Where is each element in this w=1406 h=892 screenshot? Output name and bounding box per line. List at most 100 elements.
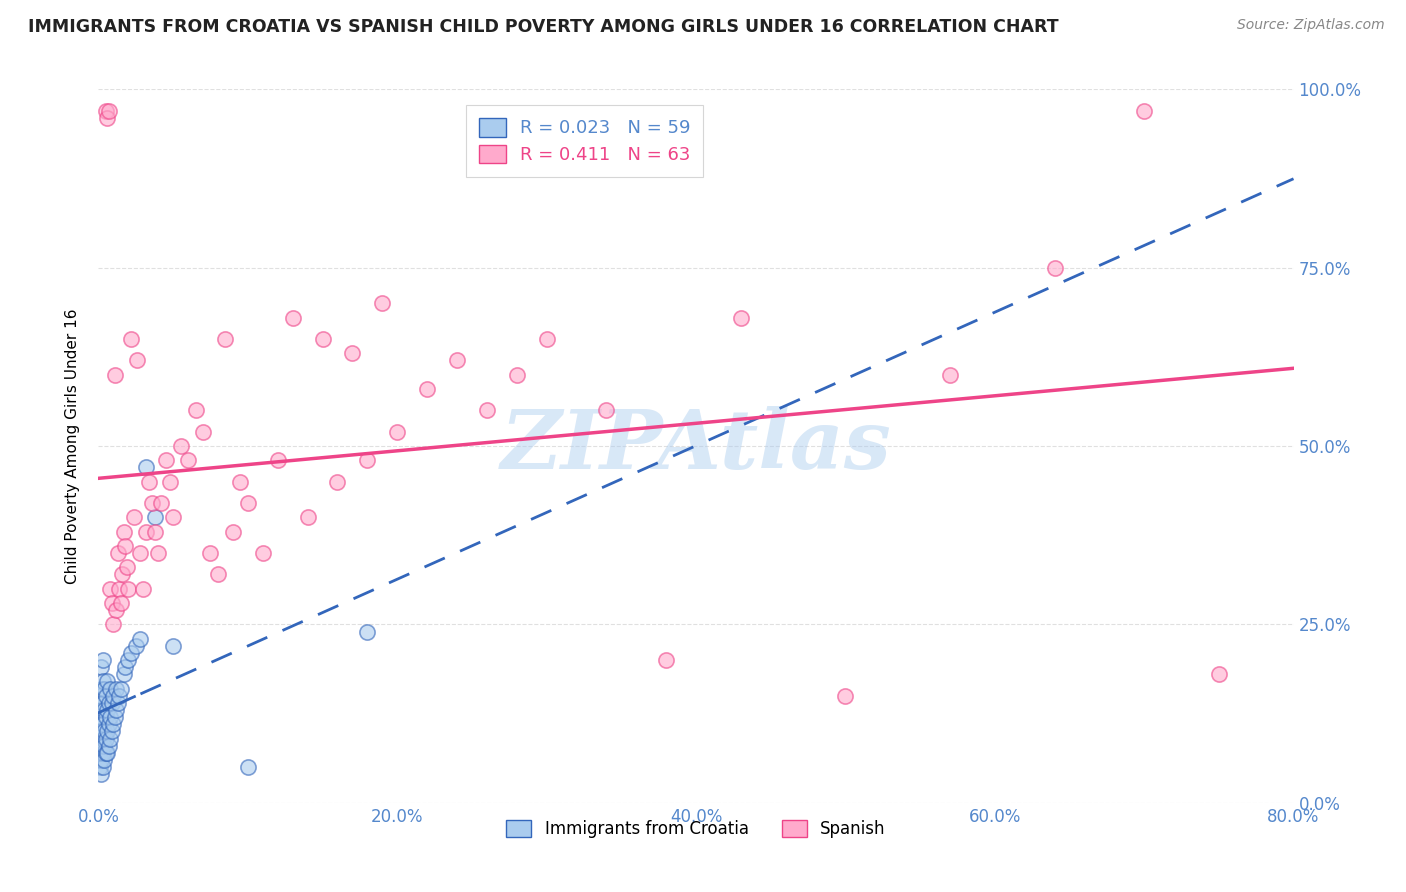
Point <box>155 453 177 467</box>
Point <box>281 310 304 325</box>
Point <box>110 681 132 696</box>
Point <box>222 524 245 539</box>
Point <box>94 103 117 118</box>
Point <box>111 567 134 582</box>
Point <box>129 632 152 646</box>
Point <box>141 496 163 510</box>
Point <box>90 753 112 767</box>
Point <box>96 111 118 125</box>
Point <box>326 475 349 489</box>
Point <box>229 475 252 489</box>
Point <box>107 546 129 560</box>
Point <box>105 681 128 696</box>
Point <box>94 731 117 746</box>
Point <box>536 332 558 346</box>
Point <box>135 524 157 539</box>
Point <box>96 724 118 739</box>
Point <box>90 660 112 674</box>
Point <box>115 560 138 574</box>
Point <box>207 567 229 582</box>
Point <box>112 667 135 681</box>
Point <box>297 510 319 524</box>
Point <box>89 710 111 724</box>
Point <box>89 689 111 703</box>
Point <box>108 689 131 703</box>
Point <box>177 453 200 467</box>
Point <box>103 689 125 703</box>
Point <box>94 710 117 724</box>
Point <box>93 681 115 696</box>
Point <box>90 724 112 739</box>
Point <box>104 710 127 724</box>
Point <box>117 582 139 596</box>
Point <box>236 496 259 510</box>
Point <box>93 739 115 753</box>
Point <box>150 496 173 510</box>
Point <box>138 475 160 489</box>
Point <box>90 767 112 781</box>
Point <box>143 510 166 524</box>
Point <box>98 731 122 746</box>
Point <box>91 653 114 667</box>
Point <box>91 731 114 746</box>
Point <box>371 296 394 310</box>
Text: IMMIGRANTS FROM CROATIA VS SPANISH CHILD POVERTY AMONG GIRLS UNDER 16 CORRELATIO: IMMIGRANTS FROM CROATIA VS SPANISH CHILD… <box>28 18 1059 36</box>
Point <box>91 696 114 710</box>
Point <box>103 717 125 731</box>
Point <box>91 717 114 731</box>
Point <box>97 696 120 710</box>
Point <box>124 510 146 524</box>
Point <box>101 596 124 610</box>
Point <box>342 346 364 360</box>
Point <box>730 310 752 325</box>
Point <box>120 646 142 660</box>
Point <box>114 660 136 674</box>
Point <box>135 460 157 475</box>
Point <box>191 425 214 439</box>
Point <box>90 739 112 753</box>
Point <box>107 696 129 710</box>
Point <box>1043 260 1066 275</box>
Point <box>506 368 529 382</box>
Point <box>127 353 149 368</box>
Point <box>184 403 207 417</box>
Point <box>159 475 181 489</box>
Point <box>101 696 124 710</box>
Point <box>91 760 114 774</box>
Point <box>311 332 333 346</box>
Point <box>385 425 409 439</box>
Point <box>143 524 166 539</box>
Point <box>94 689 117 703</box>
Point <box>98 681 122 696</box>
Point <box>89 739 111 753</box>
Point <box>356 624 378 639</box>
Point <box>90 703 112 717</box>
Point <box>98 582 122 596</box>
Point <box>939 368 962 382</box>
Legend: Immigrants from Croatia, Spanish: Immigrants from Croatia, Spanish <box>499 813 893 845</box>
Point <box>96 674 118 689</box>
Point <box>90 681 112 696</box>
Point <box>101 724 124 739</box>
Point <box>110 596 132 610</box>
Point <box>112 524 135 539</box>
Point <box>148 546 170 560</box>
Point <box>93 703 115 717</box>
Point <box>97 739 120 753</box>
Point <box>162 639 184 653</box>
Point <box>655 653 678 667</box>
Point <box>120 332 142 346</box>
Point <box>446 353 468 368</box>
Point <box>475 403 498 417</box>
Point <box>214 332 236 346</box>
Point <box>125 639 148 653</box>
Point <box>236 760 259 774</box>
Point <box>834 689 856 703</box>
Point <box>89 724 111 739</box>
Point <box>89 760 111 774</box>
Point <box>105 703 128 717</box>
Point <box>1133 103 1156 118</box>
Point <box>252 546 274 560</box>
Point <box>169 439 191 453</box>
Point <box>129 546 152 560</box>
